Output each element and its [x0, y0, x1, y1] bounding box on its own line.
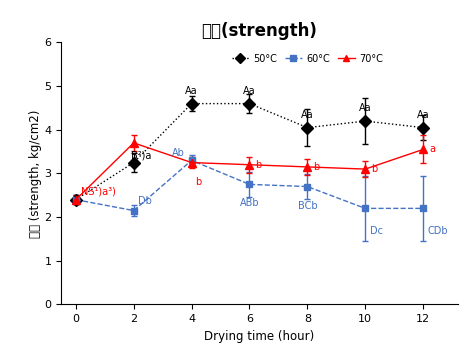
Y-axis label: 강도 (strength, kg/cm2): 강도 (strength, kg/cm2) — [29, 109, 42, 238]
Text: Aa: Aa — [301, 110, 314, 120]
Text: b: b — [255, 160, 261, 170]
Text: NS¹)a³): NS¹)a³) — [81, 186, 116, 196]
Text: b: b — [313, 162, 320, 172]
Text: a: a — [429, 144, 435, 154]
Text: Ab: Ab — [172, 148, 185, 158]
Text: Aa: Aa — [243, 86, 256, 96]
Text: Aa: Aa — [417, 110, 430, 120]
Text: b: b — [371, 164, 377, 174]
Text: BCb: BCb — [297, 200, 317, 211]
Text: Aa: Aa — [185, 86, 198, 96]
Title: 강도(strength): 강도(strength) — [202, 22, 318, 40]
Text: b: b — [195, 177, 202, 187]
Legend: 50°C, 60°C, 70°C: 50°C, 60°C, 70°C — [228, 50, 387, 68]
Text: Db: Db — [138, 196, 152, 206]
Text: Aa: Aa — [359, 103, 371, 113]
Text: CDb: CDb — [428, 226, 448, 236]
Text: B²)a: B²)a — [131, 150, 151, 160]
X-axis label: Drying time (hour): Drying time (hour) — [204, 330, 315, 343]
Text: ABb: ABb — [240, 198, 259, 209]
Text: Dc: Dc — [370, 226, 383, 236]
